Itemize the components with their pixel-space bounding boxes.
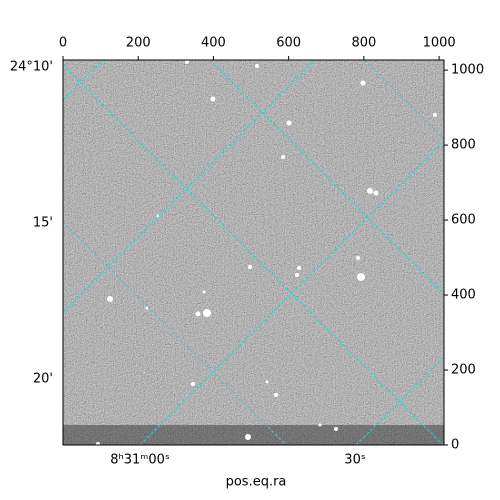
dec-grid-line	[63, 64, 444, 445]
image-edge	[63, 425, 444, 445]
ra-tick-label: 8ʰ31ᵐ00ˢ	[110, 453, 170, 468]
dec-tick-label: 20'	[33, 372, 53, 387]
x-tick-label: 400	[201, 36, 226, 51]
ra-grid-line	[63, 60, 104, 101]
ra-tick-label: 30ˢ	[344, 453, 366, 468]
coordinate-grid	[63, 60, 444, 445]
dec-grid-line	[209, 60, 444, 295]
y-tick-label: 1000	[451, 63, 484, 78]
ra-grid-line	[139, 140, 444, 445]
y-tick-label: 0	[451, 438, 459, 453]
dec-grid-line	[63, 221, 287, 445]
y-tick-label: 400	[451, 288, 476, 303]
x-tick-label: 1000	[423, 36, 456, 51]
x-axis-label: pos.eq.ra	[226, 475, 287, 490]
x-tick-label: 0	[59, 36, 67, 51]
image-noise	[63, 60, 444, 445]
x-tick-label: 600	[276, 36, 301, 51]
y-tick-label: 600	[451, 213, 476, 228]
y-tick-label: 800	[451, 138, 476, 153]
ra-grid-line	[355, 356, 444, 445]
y-tick-label: 200	[451, 363, 476, 378]
x-tick-label: 200	[126, 36, 151, 51]
dec-tick-label: 15'	[33, 216, 53, 231]
ra-grid-line	[63, 60, 316, 313]
dec-grid-line	[364, 60, 444, 140]
plot-frame	[62, 59, 445, 446]
dec-tick-label: 24°10'	[10, 60, 53, 75]
x-tick-label: 800	[351, 36, 376, 51]
